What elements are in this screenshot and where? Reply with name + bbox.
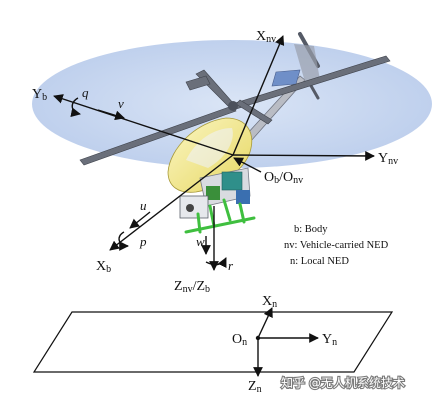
p-rate-arc — [118, 231, 129, 251]
axis-ynv-arrow — [232, 151, 375, 161]
v-velocity-arrow — [97, 109, 125, 121]
label-xb: Xb — [96, 259, 111, 275]
label-u: u — [140, 198, 147, 213]
label-yn: Yn — [322, 332, 337, 348]
legend-local-ned: n: Local NED — [290, 256, 349, 267]
label-q: q — [82, 85, 89, 100]
label-ob-onv: Ob/Onv — [264, 170, 303, 186]
ground-plane — [32, 311, 394, 373]
axis-xb-arrow — [109, 154, 234, 251]
label-ynv: Ynv — [378, 151, 398, 167]
label-yb: Yb — [32, 87, 47, 103]
watermark: 知乎 @无人机系统技术 — [281, 376, 405, 390]
axis-xn-arrow — [257, 307, 273, 339]
label-r: r — [228, 258, 234, 273]
label-on: On — [232, 332, 247, 348]
tail-assembly — [235, 32, 320, 151]
label-znv-zb: Znv/Zb — [174, 279, 210, 295]
legend-vehicle-ned: nv: Vehicle-carried NED — [284, 240, 389, 251]
label-zn: Zn — [248, 379, 262, 395]
axis-yb-arrow — [53, 94, 234, 156]
main-rotor-blades — [79, 55, 391, 166]
label-w: w — [196, 234, 205, 249]
u-velocity-arrow — [129, 211, 151, 229]
r-rate-arc — [205, 257, 227, 269]
label-v: v — [118, 96, 124, 111]
origin-on-dot — [255, 335, 261, 341]
label-xnv: Xnv — [256, 29, 276, 45]
legend-body: b: Body — [294, 224, 328, 235]
label-xn: Xn — [262, 294, 277, 310]
rotor-hub — [228, 101, 238, 111]
fuselage — [167, 117, 252, 219]
origin-pointer — [233, 157, 262, 173]
label-p: p — [139, 234, 147, 249]
axis-xnv-arrow — [232, 35, 285, 156]
q-rate-arc — [70, 97, 81, 118]
